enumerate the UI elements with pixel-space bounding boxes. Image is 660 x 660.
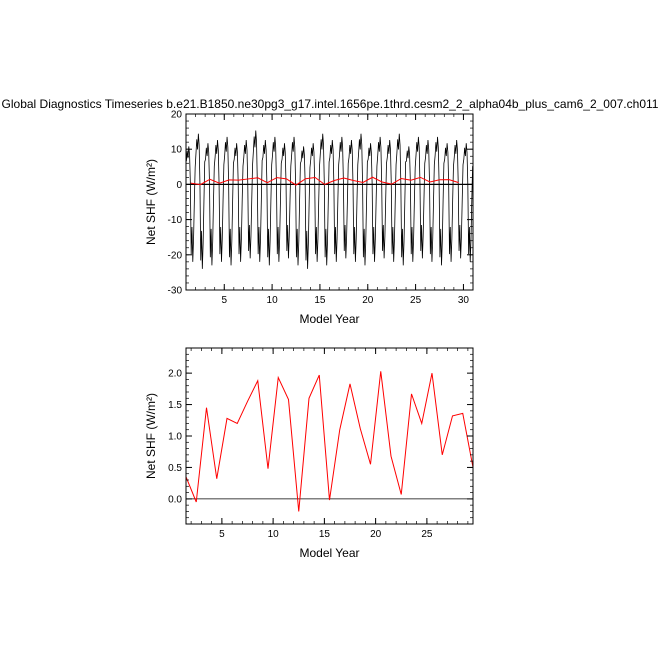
timeseries-panel-monthly: -30 -20 -10 0 10 20 5 10 15 20 25 30 Model Year Net…: [144, 110, 474, 326]
x-tick-label: 5: [219, 529, 225, 540]
axis-ticks: -30 -20 -10 0 10 20 5 10 15 20 25 30: [168, 110, 474, 306]
chart-title: Global Diagnostics Timeseries b.e21.B185…: [2, 97, 659, 111]
y-tick-label: -30: [168, 286, 183, 297]
x-tick-label: 30: [458, 295, 470, 306]
y-tick-label: -10: [168, 215, 183, 226]
y-tick-label: 1.5: [168, 400, 182, 411]
annual-mean-series-line: [190, 176, 459, 186]
y-tick-label: 0: [176, 180, 182, 191]
x-tick-label: 15: [314, 295, 326, 306]
x-tick-label: 15: [319, 529, 331, 540]
y-axis-label: Net SHF (W/m²): [144, 393, 158, 479]
x-tick-label: 5: [221, 295, 227, 306]
annual-mean-series-line: [185, 371, 474, 512]
x-tick-label: 10: [267, 295, 279, 306]
y-tick-label: 20: [171, 110, 183, 121]
x-tick-label: 25: [410, 295, 422, 306]
x-axis-label: Model Year: [299, 312, 359, 326]
y-tick-label: -20: [168, 250, 183, 261]
x-tick-label: 20: [370, 529, 382, 540]
y-tick-label: 0.0: [168, 494, 182, 505]
x-tick-label: 10: [268, 529, 280, 540]
x-tick-label: 25: [421, 529, 433, 540]
y-axis-label: Net SHF (W/m²): [144, 159, 158, 245]
monthly-series-line: [186, 130, 473, 269]
y-tick-label: 2.0: [168, 369, 182, 380]
y-tick-label: 10: [171, 145, 183, 156]
x-axis-label: Model Year: [299, 546, 359, 560]
plot-lines: [186, 130, 473, 269]
y-tick-label: 0.5: [168, 463, 182, 474]
x-tick-label: 20: [362, 295, 374, 306]
plot-lines: [185, 371, 474, 512]
timeseries-panel-annual: 0.0 0.5 1.0 1.5 2.0 5 10 15 20 25 Model Year Net …: [144, 347, 474, 560]
axis-ticks: 0.0 0.5 1.0 1.5 2.0 5 10 15 20 25: [168, 347, 473, 540]
y-tick-label: 1.0: [168, 432, 182, 443]
